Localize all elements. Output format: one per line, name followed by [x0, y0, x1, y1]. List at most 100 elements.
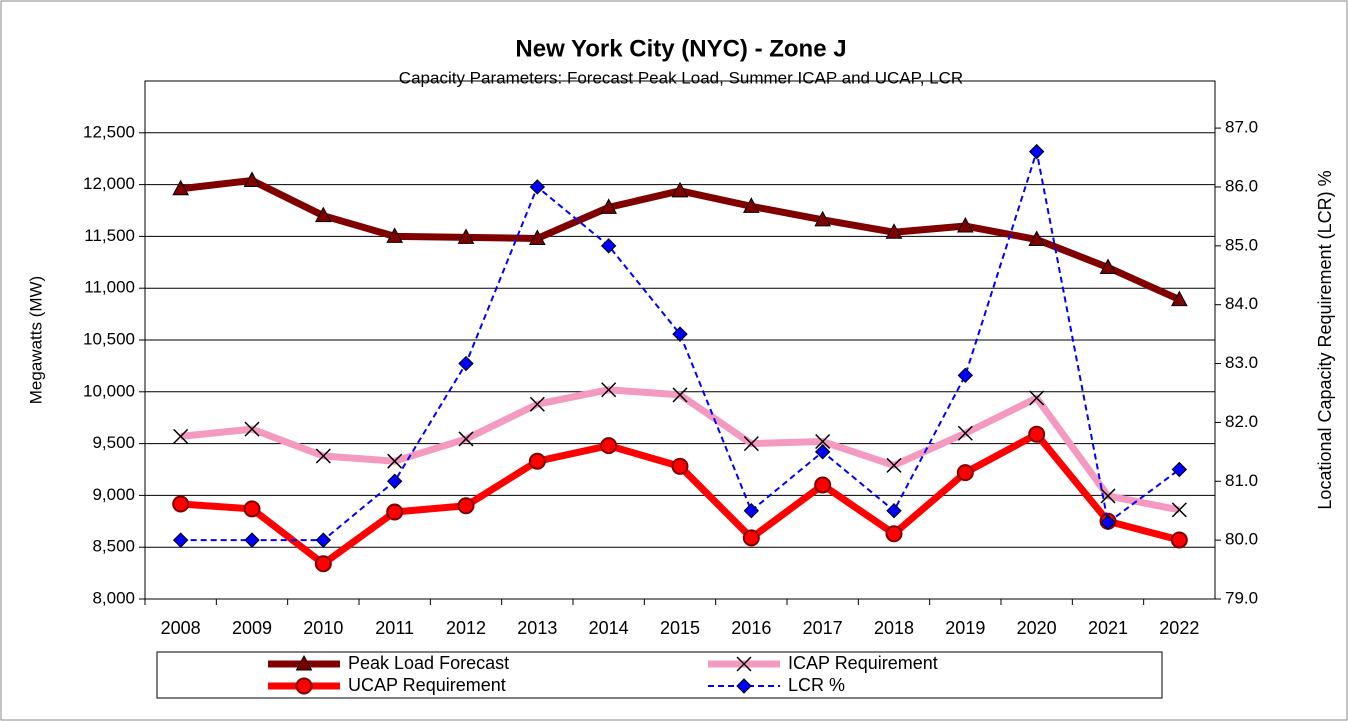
data-point — [244, 532, 260, 548]
data-point — [1171, 461, 1188, 478]
data-point — [1100, 488, 1116, 504]
legend-marker — [295, 654, 313, 671]
y-tick-label: 11,000 — [84, 278, 135, 297]
data-point — [1028, 143, 1045, 160]
y2-tick-label: 84.0 — [1225, 294, 1258, 313]
data-point — [957, 425, 973, 441]
data-point — [386, 227, 404, 243]
x-tick-label: 2013 — [517, 618, 557, 638]
data-point — [528, 229, 546, 245]
y2-tick-label: 87.0 — [1225, 118, 1258, 137]
x-tick-label: 2022 — [1159, 618, 1199, 638]
chart-subtitle: Capacity Parameters: Forecast Peak Load,… — [399, 68, 963, 87]
legend-marker — [736, 656, 752, 672]
legend-marker — [295, 677, 313, 695]
y2-tick-label: 80.0 — [1225, 530, 1258, 549]
data-point — [315, 448, 331, 464]
data-point — [600, 198, 618, 214]
data-point — [458, 431, 474, 447]
data-point — [601, 382, 617, 398]
plot-frame — [144, 80, 1216, 600]
y-tick-label: 8,500 — [92, 537, 135, 556]
data-point — [742, 529, 760, 547]
y-tick-label: 8,000 — [92, 588, 135, 607]
y-tick-label: 11,500 — [84, 226, 135, 245]
x-tick-label: 2011 — [375, 618, 414, 638]
data-point — [386, 473, 403, 489]
data-point — [885, 525, 903, 543]
data-point — [457, 228, 475, 244]
x-tick-label: 2017 — [803, 618, 843, 638]
data-point — [1099, 258, 1117, 274]
y-tick-label: 12,000 — [83, 174, 135, 193]
legend-label: Peak Load Forecast — [348, 653, 509, 673]
data-point — [529, 396, 545, 412]
data-point — [956, 216, 974, 233]
x-tick-label: 2020 — [1017, 618, 1057, 638]
data-point — [243, 500, 261, 518]
data-point — [315, 532, 332, 548]
x-tick-label: 2018 — [874, 618, 914, 638]
data-point — [528, 452, 546, 470]
y-tick-label: 9,500 — [92, 433, 135, 452]
legend-label: ICAP Requirement — [788, 653, 938, 673]
data-point — [172, 179, 190, 196]
data-point — [173, 428, 189, 444]
y2-tick-label: 82.0 — [1225, 412, 1258, 431]
data-point — [529, 179, 546, 195]
legend-label: LCR % — [788, 675, 845, 695]
series-line — [180, 150, 1180, 542]
data-point — [671, 457, 689, 475]
y2-tick-label: 83.0 — [1225, 353, 1258, 372]
data-point — [1171, 502, 1187, 518]
data-point — [1170, 290, 1188, 307]
data-point — [1028, 425, 1046, 443]
y-tick-label: 10,000 — [83, 381, 135, 400]
data-point — [600, 238, 617, 254]
data-point — [743, 436, 759, 452]
y-tick-label: 10,500 — [83, 329, 135, 348]
data-point — [386, 503, 404, 521]
data-point — [671, 181, 689, 198]
y2-tick-label: 85.0 — [1225, 235, 1258, 254]
x-tick-label: 2014 — [589, 618, 629, 638]
data-point — [172, 532, 189, 548]
x-tick-label: 2012 — [446, 618, 486, 638]
data-point — [814, 476, 832, 494]
data-point — [885, 223, 903, 239]
x-tick-label: 2008 — [161, 618, 201, 638]
data-point — [956, 464, 974, 482]
data-point — [886, 457, 902, 473]
x-tick-label: 2019 — [945, 618, 985, 638]
legend-label: UCAP Requirement — [348, 675, 506, 695]
y2-tick-label: 79.0 — [1225, 588, 1258, 607]
data-point — [814, 210, 832, 227]
data-point — [244, 421, 260, 437]
x-tick-label: 2010 — [303, 618, 343, 638]
y-tick-label: 9,000 — [92, 485, 135, 504]
data-point — [387, 453, 403, 469]
data-point — [1028, 230, 1046, 247]
data-point — [1170, 531, 1188, 549]
y2-tick-label: 81.0 — [1225, 471, 1258, 490]
chart-title: New York City (NYC) - Zone J — [515, 35, 846, 62]
y-tick-label: 12,500 — [83, 122, 135, 141]
x-tick-label: 2015 — [660, 618, 700, 638]
x-tick-label: 2009 — [232, 618, 272, 638]
x-tick-label: 2021 — [1088, 618, 1128, 638]
y-axis-title: Megawatts (MW) — [26, 276, 45, 404]
y2-tick-label: 86.0 — [1225, 176, 1258, 195]
data-point — [742, 197, 760, 213]
y2-axis-title: Locational Capacity Requirement (LCR) % — [1315, 170, 1335, 509]
data-point — [672, 326, 688, 342]
legend-marker — [736, 678, 752, 694]
data-point — [957, 367, 974, 384]
data-point — [314, 555, 332, 573]
legend-box — [156, 651, 1163, 699]
data-point — [314, 206, 332, 223]
data-point — [672, 387, 688, 403]
data-point — [886, 502, 902, 519]
data-point — [457, 497, 475, 515]
